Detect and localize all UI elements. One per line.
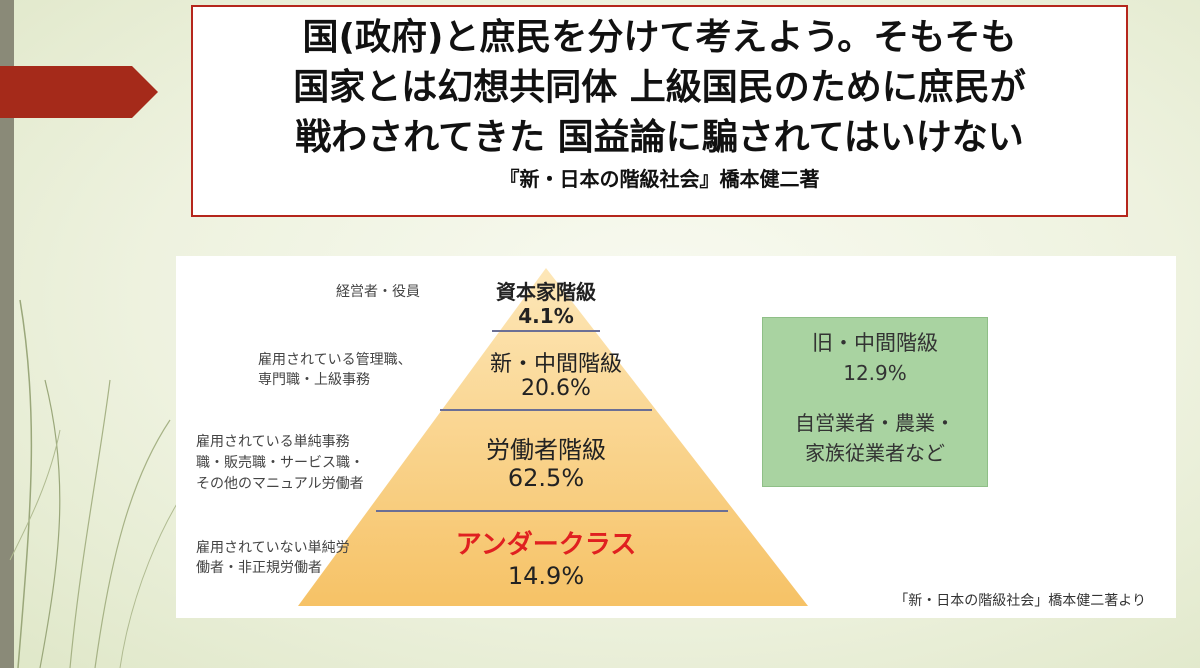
desc-line: 雇用されている管理職、 bbox=[258, 352, 412, 368]
desc-line: 専門職・上級事務 bbox=[258, 372, 370, 388]
old-middle-desc-line: 自営業者・農業・ bbox=[795, 411, 955, 435]
tier-desc-new-middle: 雇用されている管理職、 専門職・上級事務 bbox=[258, 350, 412, 390]
pyramid-triangle bbox=[298, 268, 808, 606]
title-line-2: 国家とは幻想共同体 上級国民のために庶民が bbox=[293, 67, 1026, 108]
tier-name-new-middle: 新・中間階級 bbox=[489, 352, 622, 377]
desc-line: 職・販売職・サービス職・ bbox=[196, 455, 364, 471]
old-middle-desc: 自営業者・農業・ 家族従業者など bbox=[763, 408, 987, 468]
desc-line: 働者・非正規労働者 bbox=[196, 560, 322, 576]
tier-name-underclass: アンダークラス bbox=[455, 530, 637, 560]
old-middle-desc-line: 家族従業者など bbox=[805, 441, 945, 465]
desc-line: 経営者・役員 bbox=[336, 284, 420, 300]
title-box: 国(政府)と庶民を分けて考えよう。そもそも 国家とは幻想共同体 上級国民のために… bbox=[191, 5, 1128, 217]
title-line-1: 国(政府)と庶民を分けて考えよう。そもそも bbox=[302, 17, 1017, 58]
old-middle-pct: 12.9% bbox=[843, 361, 907, 385]
desc-line: 雇用されている単純事務 bbox=[196, 434, 350, 450]
tier-desc-worker: 雇用されている単純事務 職・販売職・サービス職・ その他のマニュアル労働者 bbox=[196, 432, 364, 495]
left-edge-bar bbox=[0, 0, 14, 668]
decorative-curves bbox=[9, 299, 201, 668]
tier-pct-capitalist: 4.1% bbox=[518, 304, 574, 328]
tier-name-worker: 労働者階級 bbox=[486, 436, 606, 464]
pyramid-shape bbox=[298, 268, 808, 606]
title-line-3: 戦わされてきた 国益論に騙されてはいけない bbox=[295, 117, 1024, 158]
desc-line: その他のマニュアル労働者 bbox=[196, 476, 364, 492]
tier-desc-underclass: 雇用されていない単純労 働者・非正規労働者 bbox=[196, 538, 350, 578]
tier-pct-new-middle: 20.6% bbox=[521, 376, 591, 401]
old-middle-name: 旧・中間階級 bbox=[812, 331, 938, 355]
source-note: 「新・日本の階級社会」橋本健二著より bbox=[894, 593, 1146, 609]
tier-desc-capitalist: 経営者・役員 bbox=[336, 282, 420, 302]
tier-pct-worker: 62.5% bbox=[507, 464, 585, 492]
class-pyramid-diagram: 経営者・役員 雇用されている管理職、 専門職・上級事務 雇用されている単純事務 … bbox=[176, 256, 1176, 618]
tier-pct-underclass: 14.9% bbox=[507, 562, 585, 590]
tier-name-capitalist: 資本家階級 bbox=[496, 280, 596, 304]
desc-line: 雇用されていない単純労 bbox=[196, 540, 350, 556]
old-middle-class-box: 旧・中間階級 12.9% 自営業者・農業・ 家族従業者など bbox=[762, 317, 988, 487]
arrow-pointer bbox=[0, 66, 158, 118]
title-subtitle: 『新・日本の階級社会』橋本健二著 bbox=[499, 167, 820, 191]
